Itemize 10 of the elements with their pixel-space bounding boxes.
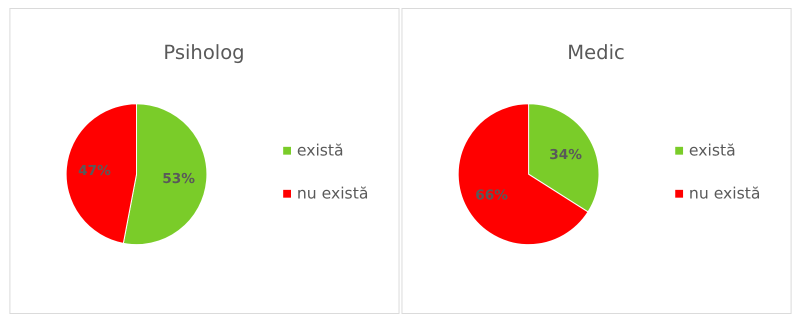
legend-label: nu există [296, 184, 368, 203]
chart-title: Medic [567, 40, 625, 64]
legend-label: există [688, 140, 736, 160]
chart-title: Psiholog [163, 40, 245, 64]
data-label: 53% [162, 171, 196, 188]
legend-label: există [296, 140, 344, 160]
legend-label: nu există [688, 184, 760, 203]
data-label: 34% [549, 146, 582, 163]
data-label: 47% [78, 163, 112, 180]
data-label: 66% [475, 187, 508, 204]
